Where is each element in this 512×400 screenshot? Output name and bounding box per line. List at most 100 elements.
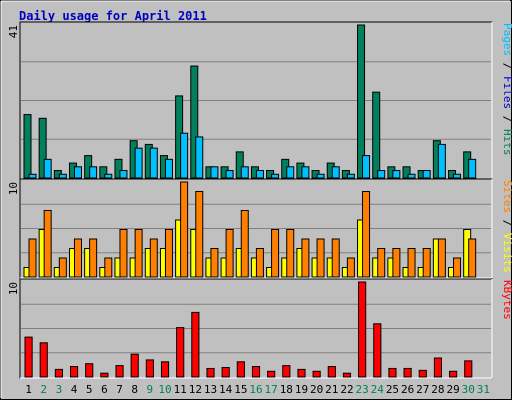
bar-files-day-19 <box>301 166 310 179</box>
x-tick-label-day-22: 22 <box>340 383 353 396</box>
bar-kbytes-day-15 <box>236 361 245 378</box>
x-tick-label-day-20: 20 <box>310 383 323 396</box>
bar-kbytes-day-6 <box>100 372 109 378</box>
bar-kbytes-day-27 <box>418 369 427 378</box>
bar-files-day-25 <box>392 170 401 179</box>
bar-files-day-14 <box>225 170 234 179</box>
x-tick-label-day-30: 30 <box>462 383 475 396</box>
x-tick-label-day-17: 17 <box>265 383 278 396</box>
x-tick-label-day-13: 13 <box>204 383 217 396</box>
bar-sites-day-10 <box>164 229 173 278</box>
bar-files-day-17 <box>271 173 280 179</box>
bar-kbytes-day-4 <box>69 366 79 378</box>
bar-hits-day-12 <box>190 65 199 179</box>
bar-files-day-12 <box>195 136 204 179</box>
bar-kbytes-day-18 <box>282 365 291 378</box>
x-tick-label-day-5: 5 <box>86 383 93 396</box>
bar-files-day-16 <box>255 170 264 179</box>
bar-files-day-28 <box>437 143 446 179</box>
bar-sites-day-15 <box>240 210 249 278</box>
y-axis-label-part: KBytes <box>501 280 512 320</box>
bar-sites-day-9 <box>149 238 158 278</box>
bar-sites-day-22 <box>346 257 355 278</box>
bar-sites-day-27 <box>422 248 431 278</box>
y-axis-label-part: Sites <box>501 180 512 213</box>
bar-kbytes-day-28 <box>433 357 443 378</box>
x-axis-labels: 1 2 3 4 5 6 7 8 9 10 11 12 13 14 15 16 17 18 19 20 21 22 23 24 2… <box>25 383 490 396</box>
y-axis-label-part: Hits <box>501 129 512 156</box>
bar-files-day-22 <box>346 173 355 179</box>
bar-files-day-1 <box>28 173 37 179</box>
x-tick-label-day-16: 16 <box>249 383 262 396</box>
x-tick-label-day-29: 29 <box>446 383 459 396</box>
bar-files-day-10 <box>164 158 173 179</box>
x-tick-label-day-27: 27 <box>416 383 429 396</box>
bar-sites-day-23 <box>362 191 371 278</box>
x-tick-label-day-14: 14 <box>219 383 233 396</box>
bar-kbytes-day-17 <box>267 370 276 378</box>
bar-files-day-29 <box>453 173 462 179</box>
panel-1: 41 Pages / Files / Hits <box>7 21 512 180</box>
bar-files-day-11 <box>180 132 189 179</box>
y-max-label: 10 <box>7 182 20 195</box>
bar-kbytes-day-1 <box>24 336 33 378</box>
bar-hits-day-1 <box>23 114 32 179</box>
bar-sites-day-19 <box>301 238 310 278</box>
bar-sites-day-12 <box>195 191 204 278</box>
x-tick-label-day-28: 28 <box>431 383 444 396</box>
bar-kbytes-day-22 <box>342 372 352 378</box>
y-axis-label: Pages / Files / Hits <box>501 23 512 156</box>
bar-kbytes-day-7 <box>115 365 124 378</box>
bar-files-day-3 <box>58 173 67 179</box>
bar-kbytes-day-2 <box>39 342 48 378</box>
bar-files-day-2 <box>43 158 52 179</box>
x-tick-label-day-4: 4 <box>71 383 78 396</box>
bar-kbytes-day-13 <box>206 367 215 378</box>
x-tick-label-day-7: 7 <box>116 383 123 396</box>
bar-files-day-6 <box>104 173 113 179</box>
y-axis-label-part: Visits <box>501 233 512 273</box>
bar-kbytes-day-12 <box>191 311 200 378</box>
bar-files-day-15 <box>240 166 249 179</box>
bar-kbytes-day-11 <box>176 327 185 378</box>
bar-files-day-18 <box>286 166 295 179</box>
y-axis-label: Sites / Visits <box>501 180 512 273</box>
x-tick-label-day-8: 8 <box>131 383 138 396</box>
bar-sites-day-11 <box>180 181 189 278</box>
panel-3: 10 KBytes <box>7 278 512 379</box>
bar-sites-day-20 <box>316 238 325 278</box>
bar-sites-day-13 <box>210 248 219 278</box>
bar-files-day-5 <box>89 166 98 179</box>
bar-files-day-23 <box>362 155 371 179</box>
x-tick-label-day-9: 9 <box>147 383 154 396</box>
chart-title: Daily usage for April 2011 <box>19 9 207 23</box>
x-tick-label-day-23: 23 <box>356 383 369 396</box>
bar-files-day-30 <box>468 158 477 179</box>
bar-kbytes-day-20 <box>312 370 321 378</box>
x-tick-label-day-15: 15 <box>234 383 247 396</box>
bar-files-day-24 <box>377 170 386 179</box>
bar-files-day-8 <box>134 147 143 179</box>
x-tick-label-day-10: 10 <box>158 383 171 396</box>
bar-kbytes-day-21 <box>327 366 336 378</box>
bar-files-day-4 <box>73 166 82 179</box>
y-max-label: 10 <box>7 282 20 295</box>
y-axis-label-part: Files <box>501 76 512 109</box>
bar-sites-day-8 <box>134 229 143 278</box>
bar-files-day-21 <box>331 166 340 179</box>
bar-kbytes-day-26 <box>403 367 412 378</box>
bar-sites-day-26 <box>407 248 416 278</box>
bar-kbytes-day-3 <box>54 368 63 378</box>
bar-sites-day-7 <box>119 229 128 278</box>
bar-kbytes-day-19 <box>297 368 306 378</box>
bar-kbytes-day-5 <box>85 363 94 378</box>
bar-sites-day-6 <box>104 257 113 278</box>
bar-sites-day-3 <box>58 257 67 278</box>
bar-sites-day-30 <box>468 238 477 278</box>
bar-sites-day-29 <box>453 257 462 278</box>
bar-sites-day-25 <box>392 248 401 278</box>
bar-hits-day-24 <box>372 91 381 179</box>
